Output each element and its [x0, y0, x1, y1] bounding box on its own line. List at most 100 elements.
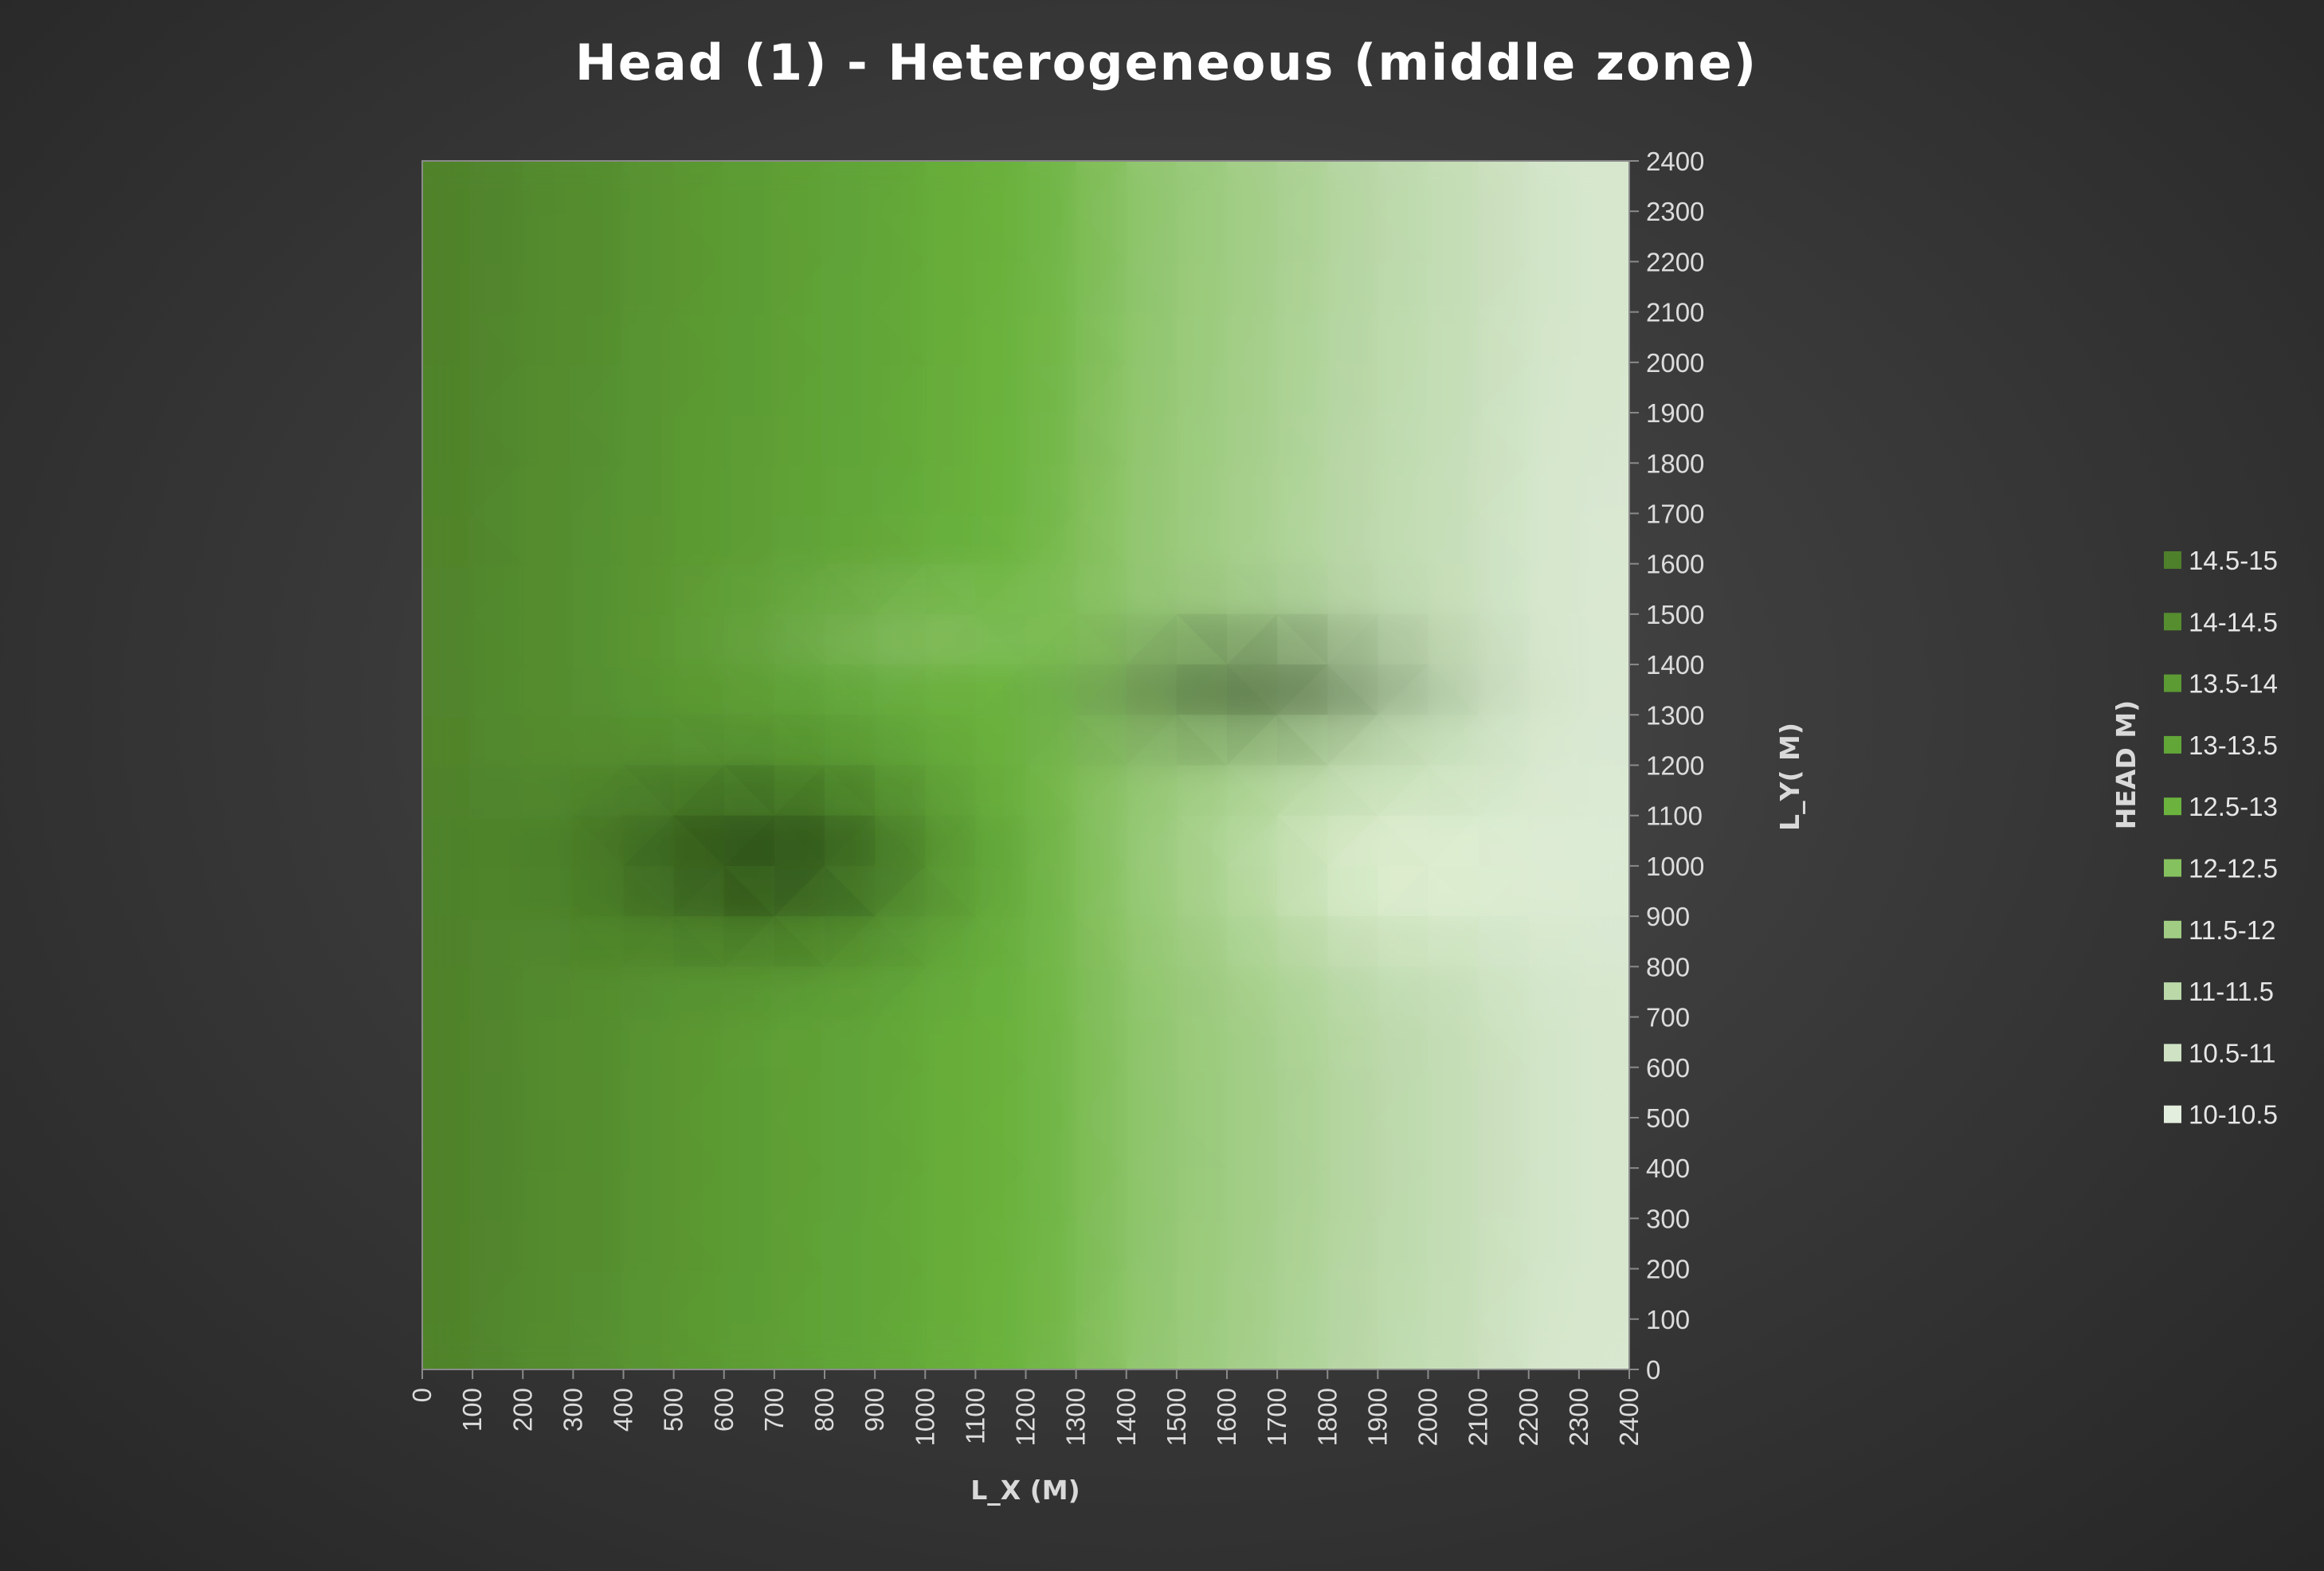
- heat-facet: [1327, 261, 1378, 312]
- x-tick-label: 2200: [1514, 1388, 1543, 1446]
- heat-facet: [1327, 1017, 1378, 1068]
- y-tick-label: 1000: [1646, 852, 1704, 881]
- heat-cell-soft: [570, 161, 627, 215]
- heat-facet: [723, 161, 774, 212]
- heat-cell-soft: [519, 308, 577, 366]
- heat-facet: [925, 966, 976, 1017]
- heat-facet: [1378, 161, 1428, 212]
- heat-cell-soft: [1324, 661, 1381, 719]
- heat-cell-soft: [1173, 460, 1230, 517]
- heat-facet: [774, 1318, 825, 1369]
- heat-facet: [925, 1017, 976, 1068]
- heat-facet: [673, 1218, 724, 1269]
- heat-cell-soft: [1324, 762, 1381, 819]
- heat-facet: [1277, 715, 1328, 766]
- heat-facet: [1528, 1268, 1579, 1319]
- heat-facet: [523, 815, 574, 866]
- heat-facet: [925, 715, 976, 766]
- heat-cell-soft: [422, 358, 476, 417]
- heat-facet: [1327, 161, 1378, 212]
- heat-facet: [825, 1017, 876, 1068]
- heat-facet: [1126, 916, 1177, 967]
- heat-cell-soft: [821, 460, 879, 517]
- heat-facet: [673, 664, 724, 715]
- heat-facet: [673, 463, 724, 514]
- heat-facet: [623, 563, 674, 614]
- heat-facet: [825, 1017, 876, 1068]
- heat-cell-soft: [922, 308, 979, 366]
- heat-facet: [1428, 1017, 1479, 1068]
- heat-facet: [1428, 513, 1479, 564]
- heat-cell-soft: [469, 1114, 527, 1172]
- heat-facet: [573, 916, 624, 967]
- heat-facet: [673, 1268, 724, 1319]
- heat-cell-soft: [422, 161, 476, 215]
- heat-facet: [1578, 715, 1629, 766]
- heat-facet: [1528, 1318, 1579, 1369]
- heat-facet: [1076, 1268, 1127, 1319]
- heat-facet: [1126, 765, 1177, 816]
- heat-cell-soft: [670, 510, 727, 567]
- heat-facet: [472, 1218, 523, 1269]
- heat-facet: [1025, 664, 1076, 715]
- heat-facet: [623, 362, 674, 413]
- heat-facet: [523, 1268, 574, 1319]
- heat-facet: [472, 1168, 523, 1219]
- heat-cell-soft: [1525, 358, 1582, 417]
- legend-swatch: [2164, 674, 2181, 692]
- heat-cell-soft: [872, 711, 929, 769]
- heat-cell-soft: [422, 409, 476, 467]
- heat-facet: [875, 413, 926, 464]
- heat-facet: [925, 865, 976, 917]
- heat-facet: [825, 966, 876, 1017]
- heat-facet: [925, 916, 976, 967]
- heat-facet: [925, 513, 976, 564]
- heat-facet: [673, 1067, 724, 1118]
- heat-facet: [673, 715, 724, 766]
- heat-facet: [573, 664, 624, 715]
- heat-cell-soft: [1425, 1215, 1482, 1272]
- heat-facet: [875, 1017, 926, 1068]
- heat-facet: [623, 211, 674, 262]
- heat-facet: [573, 563, 624, 614]
- heat-facet: [1578, 1268, 1629, 1319]
- heat-facet: [422, 463, 473, 514]
- heat-facet: [875, 1067, 926, 1118]
- heat-cell-soft: [1173, 1114, 1230, 1172]
- heat-cell-soft: [770, 1114, 828, 1172]
- heat-cell-soft: [1022, 661, 1080, 719]
- heat-facet: [925, 463, 976, 514]
- heat-facet: [1176, 311, 1227, 362]
- heat-facet: [1428, 966, 1479, 1017]
- heat-facet: [1478, 563, 1529, 614]
- heat-cell-soft: [922, 460, 979, 517]
- heat-facet: [1478, 765, 1529, 816]
- heat-facet: [975, 1017, 1026, 1068]
- heat-facet: [1378, 966, 1428, 1017]
- heat-cell-soft: [1374, 1315, 1432, 1369]
- heat-facet: [1025, 765, 1076, 816]
- heat-cell-soft: [620, 510, 677, 567]
- heat-facet: [1176, 1017, 1227, 1068]
- heat-cell-soft: [1324, 358, 1381, 417]
- heat-facet: [774, 563, 825, 614]
- heat-cell-soft: [570, 862, 627, 920]
- heat-facet: [925, 664, 976, 715]
- heat-cell-soft: [872, 409, 929, 467]
- heat-facet: [623, 311, 674, 362]
- heat-facet: [925, 613, 976, 665]
- heat-facet: [1025, 1067, 1076, 1118]
- heat-facet: [774, 211, 825, 262]
- heat-facet: [1327, 815, 1378, 866]
- heat-facet: [1025, 1168, 1076, 1219]
- heat-cell-soft: [570, 1165, 627, 1222]
- heat-facet: [825, 613, 876, 665]
- heat-facet: [1378, 865, 1428, 917]
- heat-facet: [623, 513, 674, 564]
- heat-facet: [573, 362, 624, 413]
- heat-cell-soft: [1525, 862, 1582, 920]
- heat-facet: [523, 1117, 574, 1169]
- heat-cell-soft: [1374, 1114, 1432, 1172]
- heat-facet: [1478, 664, 1529, 715]
- heat-cell-soft: [1374, 762, 1432, 819]
